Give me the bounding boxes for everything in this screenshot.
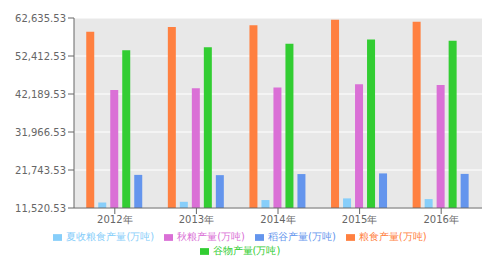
svg-text:52,412.53: 52,412.53	[15, 51, 66, 62]
svg-text:62,635.53: 62,635.53	[15, 13, 66, 24]
html-text:夏收粮食产量(万吨): 夏收粮食产量(万吨)	[66, 231, 155, 242]
html-text:秋粮产量(万吨): 秋粮产量(万吨)	[177, 231, 245, 242]
svg-text:42,189.53: 42,189.53	[15, 89, 66, 100]
svg-text:2016年: 2016年	[423, 214, 458, 225]
html-text:粮食产量(万吨): 粮食产量(万吨)	[358, 231, 427, 242]
svg-text:21,743.53: 21,743.53	[15, 165, 66, 176]
svg-text:2015年: 2015年	[342, 214, 377, 225]
svg-text:2012年: 2012年	[97, 214, 132, 225]
svg-text:31,966.53: 31,966.53	[15, 127, 66, 138]
html-text:谷物产量(万吨): 谷物产量(万吨)	[212, 245, 281, 256]
html-text:稻谷产量(万吨): 稻谷产量(万吨)	[268, 231, 336, 242]
svg-text:2014年: 2014年	[260, 214, 295, 225]
svg-text:2013年: 2013年	[179, 214, 214, 225]
svg-text:11,520.53: 11,520.53	[15, 203, 66, 214]
